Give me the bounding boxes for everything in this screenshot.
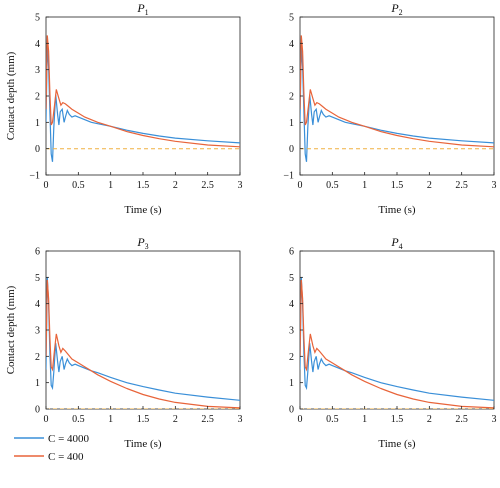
x-tick-label: 1.5 [137, 414, 150, 425]
x-tick-label: 3 [492, 180, 497, 191]
legend: C = 4000 C = 400 [14, 433, 90, 463]
x-axis-label: Time (s) [378, 204, 416, 216]
y-tick-label: 3 [35, 326, 40, 337]
y-tick-label: 1 [289, 378, 294, 389]
panel-title: P4 [390, 235, 402, 251]
x-tick-label: 2 [173, 414, 178, 425]
x-tick-label: 0.5 [72, 414, 85, 425]
y-tick-label: 5 [35, 273, 40, 284]
y-tick-label: 3 [289, 326, 294, 337]
y-tick-label: 5 [35, 13, 40, 24]
plot-frame [45, 16, 241, 176]
x-tick-label: 1 [108, 180, 113, 191]
x-tick-label: 0 [298, 414, 303, 425]
y-tick-label: 1 [35, 118, 40, 129]
series-line-c4000 [300, 45, 494, 162]
y-tick-label: 4 [289, 39, 294, 50]
series-line-c4000 [46, 277, 240, 401]
panel-1: 0 0.5 1 1.5 2 2.5 3 −1 0 1 2 3 4 5 Time (s) Contact dep… [5, 1, 243, 216]
y-tick-label: 3 [289, 65, 294, 76]
x-tick-label: 0.5 [326, 414, 339, 425]
y-tick-label: 4 [35, 39, 40, 50]
x-tick-label: 1 [108, 414, 113, 425]
series-line-c4000 [46, 45, 240, 162]
y-tick-label: 2 [35, 352, 40, 363]
x-tick-label: 3 [238, 414, 243, 425]
legend-label-c4000: C = 4000 [48, 433, 90, 445]
x-tick-label: 1.5 [391, 180, 404, 191]
y-tick-label: 4 [35, 299, 40, 310]
x-tick-label: 0 [44, 180, 49, 191]
y-tick-label: 1 [35, 378, 40, 389]
panel-title: P3 [136, 235, 148, 251]
y-tick-label: 5 [289, 273, 294, 284]
x-tick-label: 0.5 [72, 180, 85, 191]
series-line-c400 [300, 35, 494, 148]
plot-frame [299, 16, 495, 176]
y-tick-label: 4 [289, 299, 294, 310]
series-line-c400 [46, 35, 240, 148]
y-tick-label: 6 [289, 247, 294, 258]
x-tick-label: 0.5 [326, 180, 339, 191]
y-axis-label: Contact depth (mm) [5, 51, 17, 140]
x-tick-label: 3 [238, 180, 243, 191]
series-line-c400 [46, 279, 240, 409]
legend-label-c400: C = 400 [48, 451, 84, 463]
y-tick-label: 3 [35, 65, 40, 76]
y-tick-label: 5 [289, 13, 294, 24]
y-tick-label: 2 [35, 92, 40, 103]
x-tick-label: 2.5 [455, 180, 468, 191]
panel-title: P2 [390, 1, 402, 17]
y-tick-label: −1 [283, 171, 294, 182]
x-tick-label: 1.5 [391, 414, 404, 425]
x-tick-label: 1 [362, 414, 367, 425]
panel-3: 0 0.5 1 1.5 2 2.5 3 0 1 2 3 4 5 6 Time (s) Contact dept… [5, 235, 243, 450]
series-line-c4000 [300, 277, 494, 401]
y-tick-label: 0 [289, 405, 294, 416]
x-tick-label: 2 [173, 180, 178, 191]
x-tick-label: 3 [492, 414, 497, 425]
panel-4: 0 0.5 1 1.5 2 2.5 3 0 1 2 3 4 5 6 Time (s) P4 [289, 235, 497, 450]
x-tick-label: 2.5 [455, 414, 468, 425]
y-tick-label: 0 [35, 405, 40, 416]
y-tick-label: 6 [35, 247, 40, 258]
panel-title: P1 [136, 1, 148, 17]
y-tick-label: 2 [289, 352, 294, 363]
x-axis-label: Time (s) [124, 438, 162, 450]
y-tick-label: 1 [289, 118, 294, 129]
series-line-c400 [300, 279, 494, 409]
x-axis-label: Time (s) [124, 204, 162, 216]
y-tick-label: 0 [35, 144, 40, 155]
x-axis-label: Time (s) [378, 438, 416, 450]
x-tick-label: 2.5 [201, 180, 214, 191]
x-tick-label: 1.5 [137, 180, 150, 191]
plot-frame [299, 250, 495, 410]
x-tick-label: 1 [362, 180, 367, 191]
x-tick-label: 0 [44, 414, 49, 425]
x-tick-label: 2 [427, 414, 432, 425]
x-tick-label: 2 [427, 180, 432, 191]
y-tick-label: 2 [289, 92, 294, 103]
y-tick-label: −1 [29, 171, 40, 182]
x-tick-label: 2.5 [201, 414, 214, 425]
plot-frame [45, 250, 241, 410]
y-axis-label: Contact depth (mm) [5, 285, 17, 374]
panel-2: 0 0.5 1 1.5 2 2.5 3 −1 0 1 2 3 4 5 Time (s) P2 [283, 1, 496, 216]
y-tick-label: 0 [289, 144, 294, 155]
x-tick-label: 0 [298, 180, 303, 191]
